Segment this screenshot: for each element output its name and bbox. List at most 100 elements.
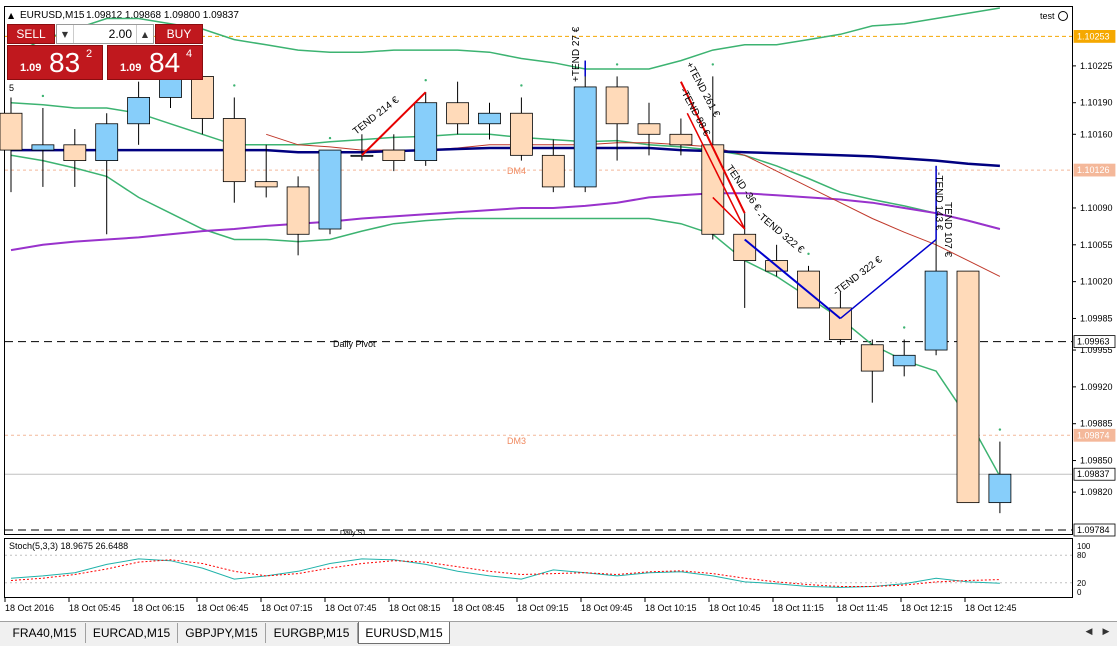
candle-body xyxy=(797,270,820,309)
trade-line xyxy=(361,91,427,157)
time-tick-label: 18 Oct 10:45 xyxy=(709,603,761,613)
tab-eurgbp[interactable]: EURGBP,M15 xyxy=(266,623,358,643)
indicator-dot xyxy=(328,136,332,140)
one-click-trading-panel: SELL ▼ 2.00 ▲ BUY 1.09 83 2 1.09 84 4 xyxy=(7,24,203,80)
time-tick-label: 18 Oct 05:45 xyxy=(69,603,121,613)
indicator-dot xyxy=(41,94,45,98)
chart-tab-bar: FRA40,M15 EURCAD,M15 GBPJPY,M15 EURGBP,M… xyxy=(0,621,1117,646)
stoch-tick-label: 100 xyxy=(1077,542,1091,551)
price-tick-label: 1.09850 xyxy=(1080,456,1113,466)
price-axis: 1.10225 1.10190 1.10160 1.10090 1.10055 1.100… xyxy=(1072,30,1116,537)
price-tick-label: 1.10090 xyxy=(1080,203,1113,213)
indicator-dot xyxy=(520,84,523,87)
price-tick-label: 1.09885 xyxy=(1080,419,1113,429)
smiley-icon xyxy=(1058,11,1068,21)
candle-body xyxy=(350,154,374,157)
candle-body xyxy=(637,123,661,135)
indicator-dot xyxy=(233,84,236,87)
price-tag xyxy=(1073,523,1116,537)
price-tick-label: 1.09820 xyxy=(1080,487,1113,497)
chart-ohlc: 1.09812 1.09868 1.09800 1.09837 xyxy=(86,10,239,21)
buy-price-frac: 4 xyxy=(186,48,193,60)
chart-collapse-icon[interactable]: ▲ xyxy=(8,11,15,20)
candles xyxy=(0,50,1012,514)
buy-button[interactable]: BUY xyxy=(155,24,203,44)
tab-fra40[interactable]: FRA40,M15 xyxy=(4,623,86,643)
candle-body xyxy=(254,181,278,188)
main-chart-frame xyxy=(4,6,1073,535)
candle-body xyxy=(605,86,629,125)
candle-body xyxy=(414,102,438,162)
price-tag-label: 1.09963 xyxy=(1077,337,1110,347)
trade-line xyxy=(686,112,746,230)
stoch-tick-label: 20 xyxy=(1077,579,1086,588)
price-tag xyxy=(1073,30,1116,43)
indicator-dot xyxy=(711,63,714,66)
tabs-scroll-right-icon[interactable]: ▶ xyxy=(1102,627,1110,637)
tab-eurusd[interactable]: EURUSD,M15 xyxy=(358,622,450,644)
time-tick-label: 18 Oct 06:45 xyxy=(197,603,249,613)
lot-decrease-icon[interactable]: ▼ xyxy=(57,25,74,43)
price-tag xyxy=(1073,428,1116,442)
trade-line xyxy=(744,238,842,320)
time-axis: 18 Oct 2016 18 Oct 05:45 18 Oct 06:15 18 Oc… xyxy=(4,598,1017,613)
sell-button[interactable]: SELL xyxy=(7,24,55,44)
price-tick-label: 1.09920 xyxy=(1080,382,1113,392)
price-tag-label: 1.10253 xyxy=(1077,31,1110,41)
indicator-dot xyxy=(615,63,619,66)
price-tick-label: 1.10160 xyxy=(1080,129,1113,139)
tabs-scroll-left-icon[interactable]: ◀ xyxy=(1085,627,1093,637)
buy-price-button[interactable]: 1.09 84 4 xyxy=(107,45,203,80)
candle-body xyxy=(0,112,23,151)
price-tick-label: 1.10190 xyxy=(1080,98,1113,108)
sell-price-prefix: 1.09 xyxy=(20,62,42,74)
candle-body xyxy=(733,233,757,261)
trade-label: TEND 107 € xyxy=(942,202,953,257)
price-tag xyxy=(1073,335,1116,349)
candle-body xyxy=(318,149,342,230)
price-tick-label: 1.10055 xyxy=(1080,240,1113,250)
chart-symbol-title: EURUSD,M15 xyxy=(20,10,85,21)
price-tag-label: 1.10126 xyxy=(1077,165,1110,175)
candle-body xyxy=(956,270,980,504)
dm4-label: DM4 xyxy=(507,166,526,176)
time-tick-label: 18 Oct 08:45 xyxy=(453,603,505,613)
lot-increase-icon[interactable]: ▲ xyxy=(136,25,153,43)
lot-size-value[interactable]: 2.00 xyxy=(108,27,132,41)
price-tag xyxy=(1073,163,1116,177)
side-value: 5 xyxy=(9,83,14,93)
stoch-main-line xyxy=(10,558,1000,588)
candle-body xyxy=(829,307,852,340)
candle-body xyxy=(509,112,533,156)
indicator-dot xyxy=(424,78,427,82)
stoch-title: Stoch(5,3,3) 18.9675 26.6488 xyxy=(9,541,128,551)
tab-gbpjpy[interactable]: GBPJPY,M15 xyxy=(178,623,266,643)
candle-body xyxy=(988,473,1012,504)
candle-body xyxy=(382,149,406,162)
price-tick-label: 1.09955 xyxy=(1080,345,1113,355)
candle-body xyxy=(860,344,884,372)
price-tag-label: 1.09874 xyxy=(1077,430,1110,440)
buy-price-big: 84 xyxy=(149,47,181,78)
buy-price-prefix: 1.09 xyxy=(120,62,142,74)
time-tick-label: 18 Oct 09:15 xyxy=(517,603,569,613)
time-tick-label: 18 Oct 11:15 xyxy=(773,603,824,613)
sell-price-button[interactable]: 1.09 83 2 xyxy=(7,45,103,80)
time-tick-label: 18 Oct 10:15 xyxy=(645,603,697,613)
price-chart[interactable]: ▲ EURUSD,M15 1.09812 1.09868 1.09800 1.0… xyxy=(0,0,1117,621)
candle-body xyxy=(95,123,119,162)
candle-body xyxy=(701,144,725,235)
level-lines xyxy=(5,35,1072,531)
price-tick-label: 1.10225 xyxy=(1080,61,1113,71)
candle-body xyxy=(286,186,310,235)
indicator-dot xyxy=(807,252,810,256)
ma-navy-line xyxy=(11,146,1000,168)
lot-size-field[interactable]: ▼ 2.00 ▲ xyxy=(56,24,154,44)
trade-label: -TEND 143 € xyxy=(933,172,944,231)
candle-body xyxy=(892,354,916,367)
sell-price-frac: 2 xyxy=(86,48,93,60)
candle-body xyxy=(924,270,948,351)
trade-line xyxy=(680,81,746,214)
tab-eurcad[interactable]: EURCAD,M15 xyxy=(86,623,178,643)
